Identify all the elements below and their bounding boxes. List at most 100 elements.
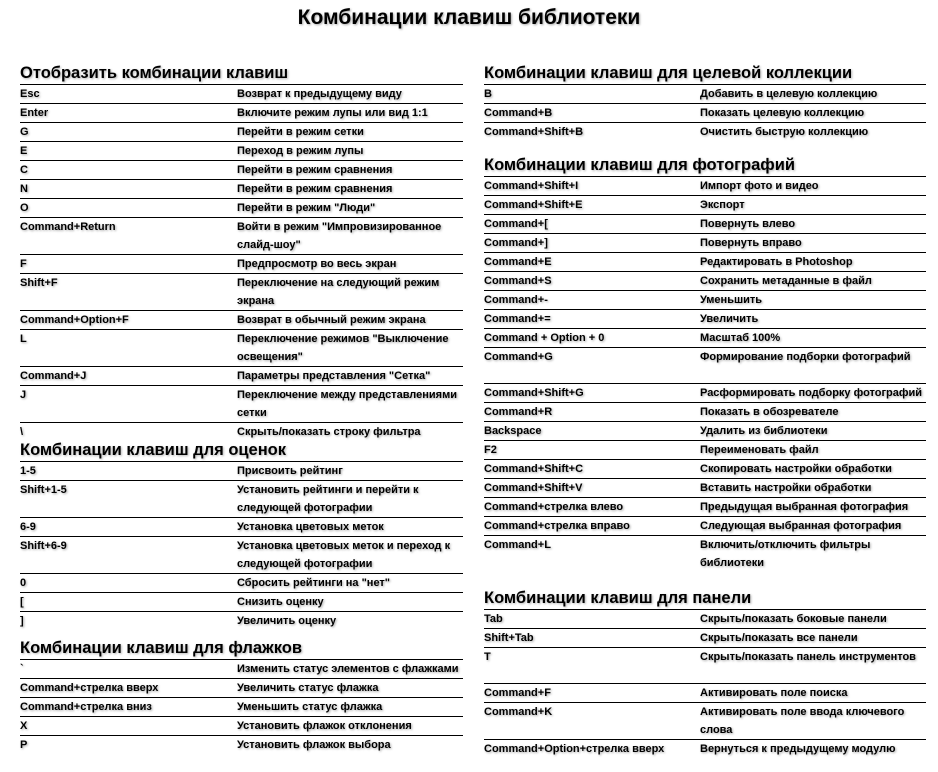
shortcut-description: Уменьшить статус флажка (237, 701, 383, 713)
shortcut-description: Скрыть/показать строку фильтра (237, 426, 421, 438)
shortcut-row: Command+стрелка вправо Следующая выбранна… (484, 517, 926, 536)
shortcut-key: Command+стрелка влево (484, 501, 624, 513)
shortcut-key: Command+G (484, 351, 553, 363)
shortcut-key: Command+Option+F (20, 314, 129, 326)
shortcut-description: Переход в режим лупы (237, 145, 364, 157)
shortcut-row: G Перейти в режим сетки (20, 123, 463, 142)
shortcut-row: X Установить флажок отклонения (20, 717, 463, 736)
shortcut-row: ` Изменить статус элементов с флажками (20, 660, 463, 679)
shortcut-description: Установка цветовых меток и переход к сле… (237, 540, 451, 570)
shortcut-key: Command+Shift+E (484, 199, 583, 211)
shortcut-key: T (484, 651, 491, 663)
shortcut-key: L (20, 333, 27, 345)
shortcut-description: Формирование подборки фотографий (700, 351, 911, 363)
shortcut-description: Предпросмотр во весь экран (237, 258, 397, 270)
section-heading: Комбинации клавиш для флажков (20, 637, 463, 660)
shortcut-key: [ (20, 596, 24, 608)
shortcut-row: Command+стрелка влево Предыдущая выбранна… (484, 498, 926, 517)
shortcut-description: Установить флажок выбора (237, 739, 391, 751)
section-heading: Отобразить комбинации клавиш (20, 62, 463, 85)
shortcut-key: Command+K (484, 706, 553, 718)
shortcut-row: Command+стрелка вверх Увеличить статус фл… (20, 679, 463, 698)
shortcut-key: Command+стрелка вниз (20, 701, 152, 713)
shortcut-key: ` (20, 663, 24, 675)
shortcut-description: Повернуть влево (700, 218, 796, 230)
shortcut-key: F2 (484, 444, 497, 456)
shortcut-description: Снизить оценку (237, 596, 324, 608)
section-heading: Комбинации клавиш для панели (484, 587, 926, 610)
shortcut-row: Shift+6-9 Установка цветовых меток и пере… (20, 537, 463, 574)
shortcut-row: N Перейти в режим сравнения (20, 180, 463, 199)
shortcut-description: Войти в режим "Импровизированное слайд-ш… (237, 221, 442, 251)
shortcut-key: \ (20, 426, 24, 438)
shortcut-row: Command+L Включить/отключить фильтры библ… (484, 536, 926, 572)
shortcut-description: Активировать поле ввода ключевого слова (700, 706, 905, 736)
shortcut-description: Скрыть/показать панель инструментов (700, 651, 916, 663)
shortcut-key: P (20, 739, 28, 751)
shortcut-row: Command+Option+F Возврат в обычный режим … (20, 311, 463, 330)
shortcut-row: \ Скрыть/показать строку фильтра (20, 423, 463, 441)
shortcut-row: Command+[ Повернуть влево (484, 215, 926, 234)
shortcut-row: ] Увеличить оценку (20, 612, 463, 630)
shortcut-key: Command+L (484, 539, 551, 551)
shortcut-row: J Переключение между представлениями сетк… (20, 386, 463, 423)
shortcut-key: B (484, 88, 492, 100)
shortcut-key: Command+[ (484, 218, 548, 230)
shortcut-row: Tab Скрыть/показать боковые панели (484, 610, 926, 629)
shortcut-row: F2 Переименовать файл (484, 441, 926, 460)
shortcut-description: Включить/отключить фильтры библиотеки (700, 539, 871, 569)
shortcut-row: Shift+F Переключение на следующий режим э… (20, 274, 463, 311)
shortcut-key: 1-5 (20, 465, 36, 477)
shortcut-description: Активировать поле поиска (700, 687, 848, 699)
shortcut-row: Command+] Повернуть вправо (484, 234, 926, 253)
shortcut-key: Command+F (484, 687, 551, 699)
shortcut-row: Command+J Параметры представления "Сетка" (20, 367, 463, 386)
page-title: Комбинации клавиш библиотеки (297, 6, 641, 29)
shortcut-row: Command+G Формирование подборки фотографи… (484, 348, 926, 384)
shortcut-key: Command+стрелка вправо (484, 520, 630, 532)
shortcut-description: Очистить быструю коллекцию (700, 126, 869, 138)
shortcut-row: B Добавить в целевую коллекцию (484, 85, 926, 104)
shortcut-key: G (20, 126, 29, 138)
shortcut-description: Показать целевую коллекцию (700, 107, 865, 119)
section-heading: Комбинации клавиш для целевой коллекции (484, 62, 926, 85)
shortcut-key: Command+= (484, 313, 551, 325)
shortcut-key: Command+Shift+G (484, 387, 584, 399)
shortcut-description: Редактировать в Photoshop (700, 256, 853, 268)
shortcut-key: ] (20, 615, 24, 627)
shortcut-description: Удалить из библиотеки (700, 425, 828, 437)
shortcut-description: Экспорт (700, 199, 745, 211)
shortcut-key: Shift+Tab (484, 632, 534, 644)
shortcut-row: Command+S Сохранить метаданные в файл (484, 272, 926, 291)
section-panels: Комбинации клавиш для панели Tab Скрыть/по… (484, 587, 926, 758)
shortcut-row: Command+= Увеличить (484, 310, 926, 329)
section-photos: Комбинации клавиш для фотографий Command+… (484, 154, 926, 572)
shortcut-description: Вставить настройки обработки (700, 482, 872, 494)
shortcut-key: O (20, 202, 29, 214)
shortcut-description: Переименовать файл (700, 444, 819, 456)
shortcut-description: Уменьшить (700, 294, 763, 306)
shortcut-description: Включите режим лупы или вид 1:1 (237, 107, 428, 119)
shortcut-row: Enter Включите режим лупы или вид 1:1 (20, 104, 463, 123)
section-ratings: Комбинации клавиш для оценок 1-5 Присвоить… (20, 439, 463, 630)
shortcut-description: Увеличить (700, 313, 759, 325)
shortcut-row: Shift+Tab Скрыть/показать все панели (484, 629, 926, 648)
shortcut-description: Установить флажок отклонения (237, 720, 412, 732)
shortcut-key: Command + Option + 0 (484, 332, 605, 344)
shortcut-row: F Предпросмотр во весь экран (20, 255, 463, 274)
shortcut-description: Следующая выбранная фотография (700, 520, 902, 532)
shortcut-key: J (20, 389, 27, 401)
shortcut-row: Command+K Активировать поле ввода ключево… (484, 703, 926, 740)
shortcut-description: Предыдущая выбранная фотография (700, 501, 909, 513)
shortcut-key: Shift+1-5 (20, 484, 67, 496)
shortcut-key: 0 (20, 577, 27, 589)
shortcut-row: Command+Option+стрелка вверх Вернуться к … (484, 740, 926, 758)
shortcut-key: Command+Shift+V (484, 482, 583, 494)
shortcut-description: Импорт фото и видео (700, 180, 819, 192)
shortcut-description: Переключение на следующий режим экрана (237, 277, 440, 307)
shortcut-row: Command+Shift+C Скопировать настройки обр… (484, 460, 926, 479)
shortcut-key: Command+R (484, 406, 553, 418)
shortcut-row: Command+стрелка вниз Уменьшить статус фла… (20, 698, 463, 717)
shortcut-row: O Перейти в режим "Люди" (20, 199, 463, 218)
shortcut-key: Command+E (484, 256, 552, 268)
